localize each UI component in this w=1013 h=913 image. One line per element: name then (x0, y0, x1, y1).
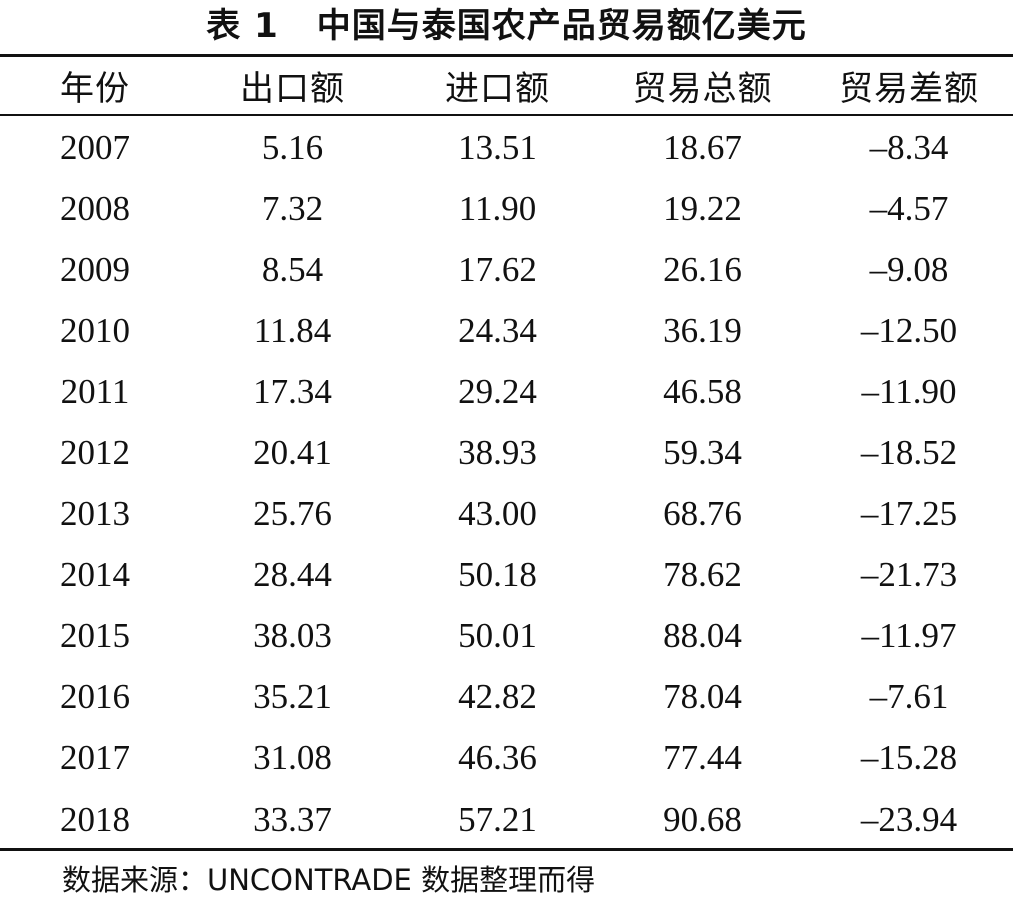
cell-total: 88.04 (663, 616, 742, 656)
cell-balance: –11.90 (861, 371, 957, 411)
cell-balance: –8.34 (869, 127, 949, 167)
cell-year: 2008 (60, 188, 130, 228)
table-title: 中国与泰国农产品贸易额亿美元 (316, 6, 807, 46)
cell-balance: –12.50 (860, 310, 958, 350)
cell-balance: –18.52 (860, 433, 958, 473)
cell-export: 33.37 (253, 799, 332, 839)
cell-import: 46.36 (458, 738, 537, 778)
table-row: 2010 11.84 24.34 36.19 –12.50 (0, 300, 1013, 361)
table-row: 2009 8.54 17.62 26.16 –9.08 (0, 239, 1013, 300)
cell-export: 5.16 (261, 127, 324, 167)
cell-import: 11.90 (458, 188, 537, 228)
cell-export: 28.44 (253, 555, 332, 595)
top-rule (0, 54, 1013, 57)
table-row: 2011 17.34 29.24 46.58 –11.90 (0, 361, 1013, 422)
cell-total: 19.22 (663, 188, 742, 228)
cell-balance: –23.94 (860, 799, 958, 839)
cell-import: 50.01 (458, 616, 537, 656)
cell-import: 43.00 (458, 494, 537, 534)
header-total: 贸易总额 (632, 69, 773, 109)
trade-table: 年份 出口额 进口额 贸易总额 贸易差额 2007 5.16 13.51 18.… (0, 57, 1013, 850)
cell-export: 31.08 (253, 738, 332, 778)
cell-import: 38.93 (458, 433, 537, 473)
cell-import: 24.34 (458, 310, 537, 350)
cell-export: 35.21 (253, 677, 332, 717)
cell-year: 2012 (60, 433, 130, 473)
table-row: 2014 28.44 50.18 78.62 –21.73 (0, 545, 1013, 606)
cell-total: 77.44 (663, 738, 742, 778)
header-row: 年份 出口额 进口额 贸易总额 贸易差额 (0, 57, 1013, 114)
header-export: 出口额 (240, 69, 345, 109)
table-row: 2015 38.03 50.01 88.04 –11.97 (0, 606, 1013, 667)
cell-total: 90.68 (663, 799, 742, 839)
cell-export: 25.76 (253, 494, 332, 534)
cell-total: 78.04 (663, 677, 742, 717)
cell-total: 78.62 (663, 555, 742, 595)
cell-total: 68.76 (663, 494, 742, 534)
cell-year: 2015 (60, 616, 130, 656)
cell-year: 2018 (60, 799, 130, 839)
cell-year: 2007 (60, 127, 130, 167)
table-row: 2007 5.16 13.51 18.67 –8.34 (0, 117, 1013, 178)
source-note: 数据来源：UNCONTRADE 数据整理而得 (62, 863, 596, 897)
cell-year: 2013 (60, 494, 130, 534)
cell-export: 11.84 (253, 310, 332, 350)
cell-balance: –4.57 (869, 188, 949, 228)
cell-total: 26.16 (663, 249, 742, 289)
table-number: 表 1 (206, 6, 279, 46)
cell-year: 2010 (60, 310, 130, 350)
cell-balance: –15.28 (860, 738, 958, 778)
table-row: 2017 31.08 46.36 77.44 –15.28 (0, 728, 1013, 789)
cell-balance: –21.73 (860, 555, 958, 595)
cell-import: 29.24 (458, 371, 537, 411)
cell-export: 17.34 (253, 371, 332, 411)
table-row: 2013 25.76 43.00 68.76 –17.25 (0, 484, 1013, 545)
header-balance: 贸易差额 (839, 69, 979, 109)
header-rule (0, 114, 1013, 116)
cell-import: 13.51 (458, 127, 537, 167)
header-import: 进口额 (445, 69, 550, 109)
cell-total: 59.34 (663, 433, 742, 473)
cell-year: 2017 (60, 738, 130, 778)
cell-export: 8.54 (261, 249, 324, 289)
header-year: 年份 (60, 69, 130, 109)
cell-total: 46.58 (663, 371, 742, 411)
cell-import: 17.62 (458, 249, 537, 289)
cell-import: 50.18 (458, 555, 537, 595)
table-caption: 表 1 中国与泰国农产品贸易额亿美元 (0, 4, 1013, 48)
cell-import: 42.82 (458, 677, 537, 717)
cell-year: 2016 (60, 677, 130, 717)
table-row: 2012 20.41 38.93 59.34 –18.52 (0, 422, 1013, 483)
table-row: 2008 7.32 11.90 19.22 –4.57 (0, 178, 1013, 239)
bottom-rule (0, 848, 1013, 851)
cell-export: 20.41 (253, 433, 332, 473)
cell-year: 2014 (60, 555, 130, 595)
cell-total: 18.67 (663, 127, 742, 167)
cell-balance: –17.25 (860, 494, 958, 534)
cell-balance: –9.08 (869, 249, 949, 289)
cell-year: 2011 (60, 371, 130, 411)
cell-balance: –11.97 (861, 616, 957, 656)
cell-year: 2009 (60, 249, 130, 289)
table-row: 2016 35.21 42.82 78.04 –7.61 (0, 667, 1013, 728)
table-row: 2018 33.37 57.21 90.68 –23.94 (0, 789, 1013, 850)
cell-total: 36.19 (663, 310, 742, 350)
cell-import: 57.21 (458, 799, 537, 839)
cell-export: 7.32 (261, 188, 324, 228)
cell-balance: –7.61 (869, 677, 949, 717)
cell-export: 38.03 (253, 616, 332, 656)
